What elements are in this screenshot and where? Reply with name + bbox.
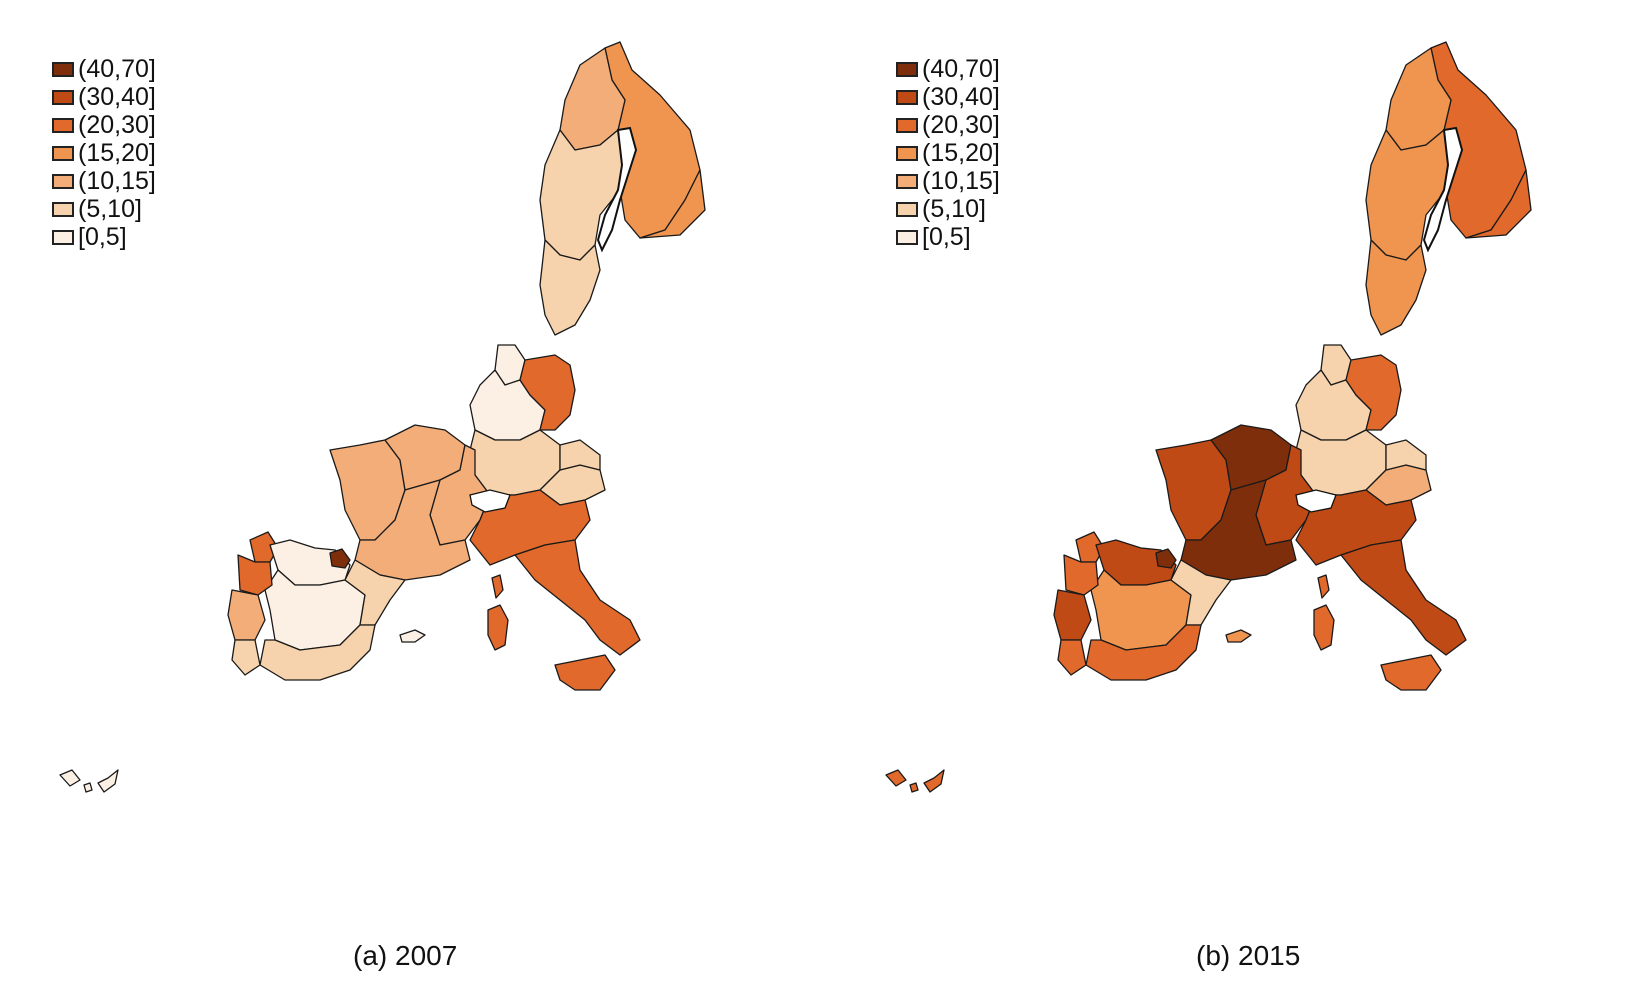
legend-swatch xyxy=(52,117,74,133)
region-corsica xyxy=(1317,574,1330,599)
legend-item: (10,15] xyxy=(896,167,1000,195)
region-sardinia xyxy=(487,604,509,651)
legend-swatch xyxy=(52,201,74,217)
legend-swatch xyxy=(896,145,918,161)
region-balearic xyxy=(399,629,426,643)
legend-label: (40,70] xyxy=(78,55,156,83)
legend-label: [0,5] xyxy=(78,223,127,251)
legend-item: (15,20] xyxy=(52,139,156,167)
region-canary xyxy=(885,769,945,793)
legend-item: (40,70] xyxy=(896,55,1000,83)
map-panel-2015: (40,70] (30,40] (20,30] (15,20] (10,15] (5,10… xyxy=(826,0,1652,1008)
legend-item: (5,10] xyxy=(896,195,1000,223)
legend-swatch xyxy=(52,61,74,77)
legend: (40,70] (30,40] (20,30] (15,20] (10,15] (5,10… xyxy=(52,55,156,251)
legend-label: (10,15] xyxy=(922,167,1000,195)
region-czech xyxy=(1385,439,1427,471)
region-sweden-south xyxy=(539,239,601,336)
legend-item: [0,5] xyxy=(52,223,156,251)
region-finland-east xyxy=(1465,169,1532,239)
legend-item: (20,30] xyxy=(52,111,156,139)
region-sardinia xyxy=(1313,604,1335,651)
legend-item: (10,15] xyxy=(52,167,156,195)
region-portugal-north xyxy=(237,554,273,596)
panel-caption: (b) 2015 xyxy=(1196,940,1301,971)
region-corsica xyxy=(491,574,504,599)
region-poland-east xyxy=(1345,354,1402,431)
region-italy-south xyxy=(514,539,641,656)
legend-label: (15,20] xyxy=(922,139,1000,167)
legend-swatch xyxy=(52,145,74,161)
legend: (40,70] (30,40] (20,30] (15,20] (10,15] (5,10… xyxy=(896,55,1000,251)
region-balearic xyxy=(1225,629,1252,643)
region-sweden-south xyxy=(1365,239,1427,336)
region-finland-east xyxy=(639,169,706,239)
region-sweden-mid xyxy=(539,129,631,261)
region-spain-east xyxy=(344,559,406,626)
region-portugal-south xyxy=(1057,639,1087,676)
choropleth-map xyxy=(885,41,1532,793)
legend-label: (20,30] xyxy=(78,111,156,139)
choropleth-map xyxy=(59,41,706,793)
legend-label: (20,30] xyxy=(922,111,1000,139)
switzerland-gap xyxy=(469,489,511,513)
legend-label: (5,10] xyxy=(78,195,142,223)
legend-item: (30,40] xyxy=(52,83,156,111)
legend-swatch xyxy=(896,173,918,189)
legend-swatch xyxy=(52,229,74,245)
region-canary xyxy=(59,769,119,793)
region-portugal-south xyxy=(231,639,261,676)
legend-label: (30,40] xyxy=(78,83,156,111)
legend-item: [0,5] xyxy=(896,223,1000,251)
legend-swatch xyxy=(896,229,918,245)
legend-swatch xyxy=(52,89,74,105)
legend-swatch xyxy=(896,89,918,105)
region-portugal-mid xyxy=(1053,589,1092,641)
switzerland-gap xyxy=(1295,489,1337,513)
region-spain-south xyxy=(1085,624,1202,681)
legend-label: (40,70] xyxy=(922,55,1000,83)
region-italy-south xyxy=(1340,539,1467,656)
region-sicily xyxy=(554,654,616,691)
region-spain-east xyxy=(1170,559,1232,626)
region-portugal-north xyxy=(1063,554,1099,596)
region-sweden-mid xyxy=(1365,129,1457,261)
legend-item: (15,20] xyxy=(896,139,1000,167)
legend-label: (10,15] xyxy=(78,167,156,195)
region-sicily xyxy=(1380,654,1442,691)
legend-label: [0,5] xyxy=(922,223,971,251)
legend-item: (40,70] xyxy=(52,55,156,83)
region-poland-east xyxy=(519,354,576,431)
region-portugal-mid xyxy=(227,589,266,641)
legend-label: (15,20] xyxy=(78,139,156,167)
legend-swatch xyxy=(896,117,918,133)
legend-label: (5,10] xyxy=(922,195,986,223)
legend-item: (20,30] xyxy=(896,111,1000,139)
panel-caption: (a) 2007 xyxy=(353,940,458,971)
legend-item: (30,40] xyxy=(896,83,1000,111)
legend-swatch xyxy=(896,201,918,217)
map-panel-2007: (40,70] (30,40] (20,30] (15,20] (10,15] (5,10… xyxy=(52,41,706,971)
legend-swatch xyxy=(52,173,74,189)
legend-item: (5,10] xyxy=(52,195,156,223)
legend-label: (30,40] xyxy=(922,83,1000,111)
gulf-of-bothnia xyxy=(596,126,638,253)
legend-swatch xyxy=(896,61,918,77)
region-basque xyxy=(329,548,351,569)
gulf-of-bothnia xyxy=(1422,126,1464,253)
region-spain-south xyxy=(259,624,376,681)
region-czech xyxy=(559,439,601,471)
region-basque xyxy=(1155,548,1177,569)
